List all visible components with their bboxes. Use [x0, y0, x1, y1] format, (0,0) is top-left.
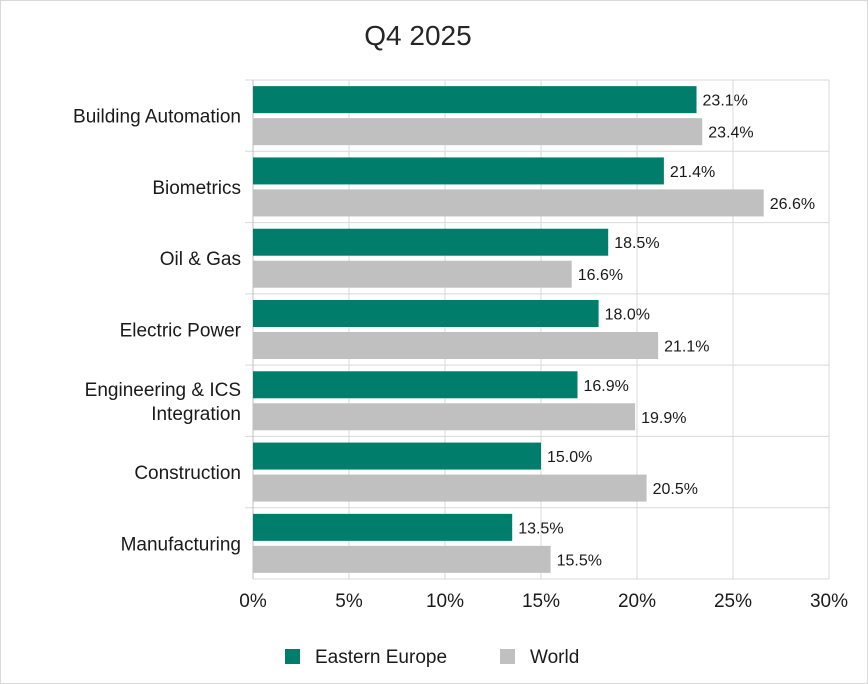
data-label: 23.4%: [708, 125, 753, 142]
bar-world: [253, 545, 551, 573]
bar-eastern-europe: [253, 442, 541, 470]
x-tick-label: 25%: [714, 591, 752, 612]
bar-eastern-europe: [253, 300, 599, 327]
data-label: 26.6%: [770, 196, 815, 213]
data-label: 18.5%: [614, 235, 659, 252]
legend: Eastern Europe World: [285, 647, 579, 668]
bar-world: [253, 332, 659, 359]
data-label: 16.9%: [583, 378, 628, 395]
bar-world: [253, 189, 764, 217]
category-label: Oil & Gas: [160, 249, 241, 270]
category-label: Integration: [151, 404, 241, 425]
category-labels: Building Automation Biometrics Oil & Gas El…: [73, 107, 242, 556]
legend-label: Eastern Europe: [315, 647, 447, 668]
bar-eastern-europe: [253, 157, 664, 185]
bar-world: [253, 474, 647, 502]
bar-eastern-europe: [253, 228, 609, 256]
data-label: 23.1%: [703, 93, 748, 110]
bar-eastern-europe: [253, 86, 697, 114]
data-label: 15.0%: [547, 449, 592, 466]
x-tick-label: 5%: [335, 591, 363, 612]
bar-world: [253, 118, 703, 146]
category-label: Construction: [134, 463, 241, 484]
category-label: Biometrics: [152, 178, 241, 199]
category-label: Electric Power: [120, 321, 242, 342]
bar-world: [253, 260, 572, 288]
category-label: Engineering & ICS: [85, 380, 241, 401]
legend-swatch-world: [500, 649, 515, 664]
data-label: 19.9%: [641, 410, 686, 427]
bars: 23.1% 23.4% 21.4% 26.6% 18.5% 16.6% 18.0% 21.1%…: [253, 86, 815, 573]
bar-world: [253, 403, 636, 431]
bar-eastern-europe: [253, 513, 513, 541]
category-label: Manufacturing: [121, 534, 241, 555]
data-label: 16.6%: [578, 267, 623, 284]
data-label: 15.5%: [557, 552, 602, 569]
data-label: 20.5%: [653, 481, 698, 498]
category-label: Building Automation: [73, 107, 241, 128]
x-tick-label: 20%: [618, 591, 656, 612]
x-tick-label: 15%: [522, 591, 560, 612]
data-label: 18.0%: [605, 307, 650, 324]
legend-swatch-eastern-europe: [285, 649, 300, 664]
x-tick-label: 0%: [239, 591, 267, 612]
x-tick-label: 30%: [810, 591, 848, 612]
grid: [245, 79, 830, 580]
data-label: 21.4%: [670, 164, 715, 181]
chart-title: Q4 2025: [364, 20, 471, 51]
data-label: 21.1%: [664, 339, 709, 356]
data-label: 13.5%: [518, 520, 563, 537]
x-tick-label: 10%: [426, 591, 464, 612]
x-axis-ticks: 0% 5% 10% 15% 20% 25% 30%: [239, 591, 848, 612]
legend-label: World: [530, 647, 579, 668]
bar-eastern-europe: [253, 371, 578, 399]
